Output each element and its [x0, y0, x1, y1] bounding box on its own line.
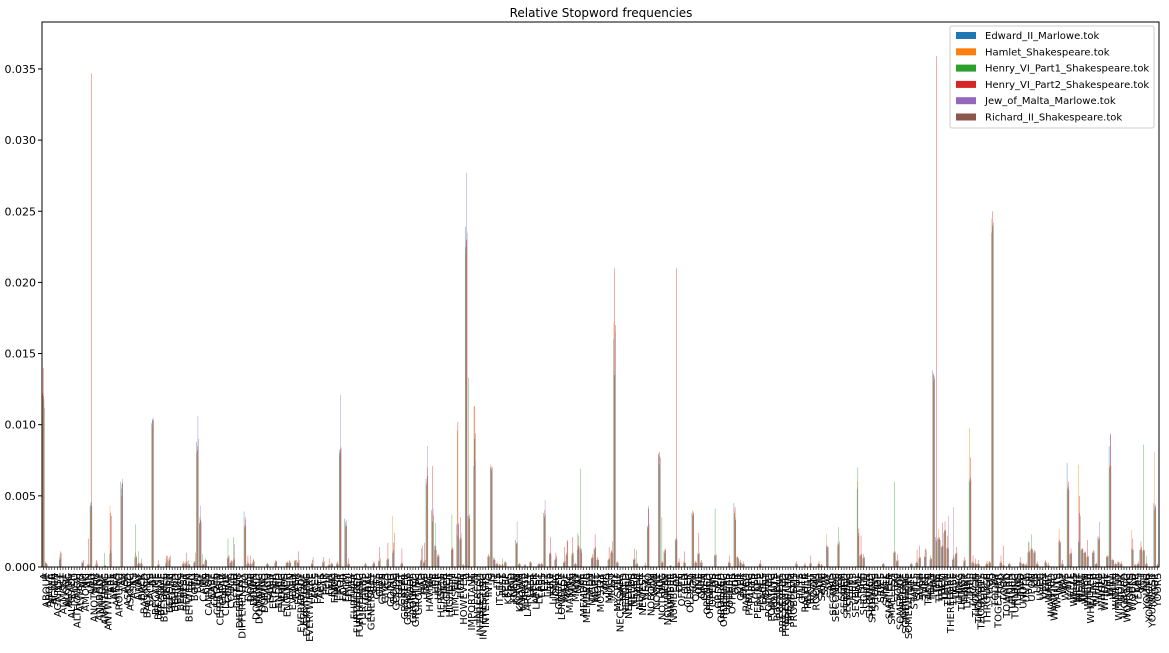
legend-label: Hamlet_Shakespeare.tok	[985, 47, 1110, 58]
chart-title: Relative Stopword frequencies	[510, 6, 693, 20]
legend-swatch	[956, 48, 976, 55]
y-tick-label: 0.030	[5, 134, 37, 147]
legend-label: Richard_II_Shakespeare.tok	[985, 113, 1122, 124]
y-tick-label: 0.020	[5, 276, 37, 289]
legend-label: Henry_VI_Part1_Shakespeare.tok	[985, 64, 1149, 75]
y-tick-label: 0.005	[5, 490, 37, 503]
legend-label: Jew_of_Malta_Marlowe.tok	[984, 96, 1116, 107]
x-tick-label: YOURS	[1153, 573, 1164, 608]
legend-label: Henry_VI_Part2_Shakespeare.tok	[985, 80, 1149, 91]
y-tick-label: 0.015	[5, 348, 37, 361]
legend-swatch	[956, 81, 976, 88]
legend-swatch	[956, 32, 976, 39]
y-tick-label: 0.010	[5, 419, 37, 432]
legend: Edward_II_Marlowe.tok Hamlet_Shakespeare.…	[950, 26, 1154, 128]
bars-layer	[42, 56, 1158, 567]
y-tick-label: 0.000	[5, 561, 37, 574]
y-axis: 0.000 0.005 0.010 0.015 0.020 0.025 0.030 0.035	[5, 63, 43, 574]
legend-swatch	[956, 114, 976, 121]
legend-swatch	[956, 97, 976, 104]
x-axis: AABOUTABOVEAFTERAGAINAGAINSTALLALMOSTALO…	[39, 567, 1164, 642]
legend-label: Edward_II_Marlowe.tok	[985, 31, 1099, 42]
y-tick-label: 0.035	[5, 63, 37, 76]
legend-swatch	[956, 65, 976, 72]
y-tick-label: 0.025	[5, 205, 37, 218]
